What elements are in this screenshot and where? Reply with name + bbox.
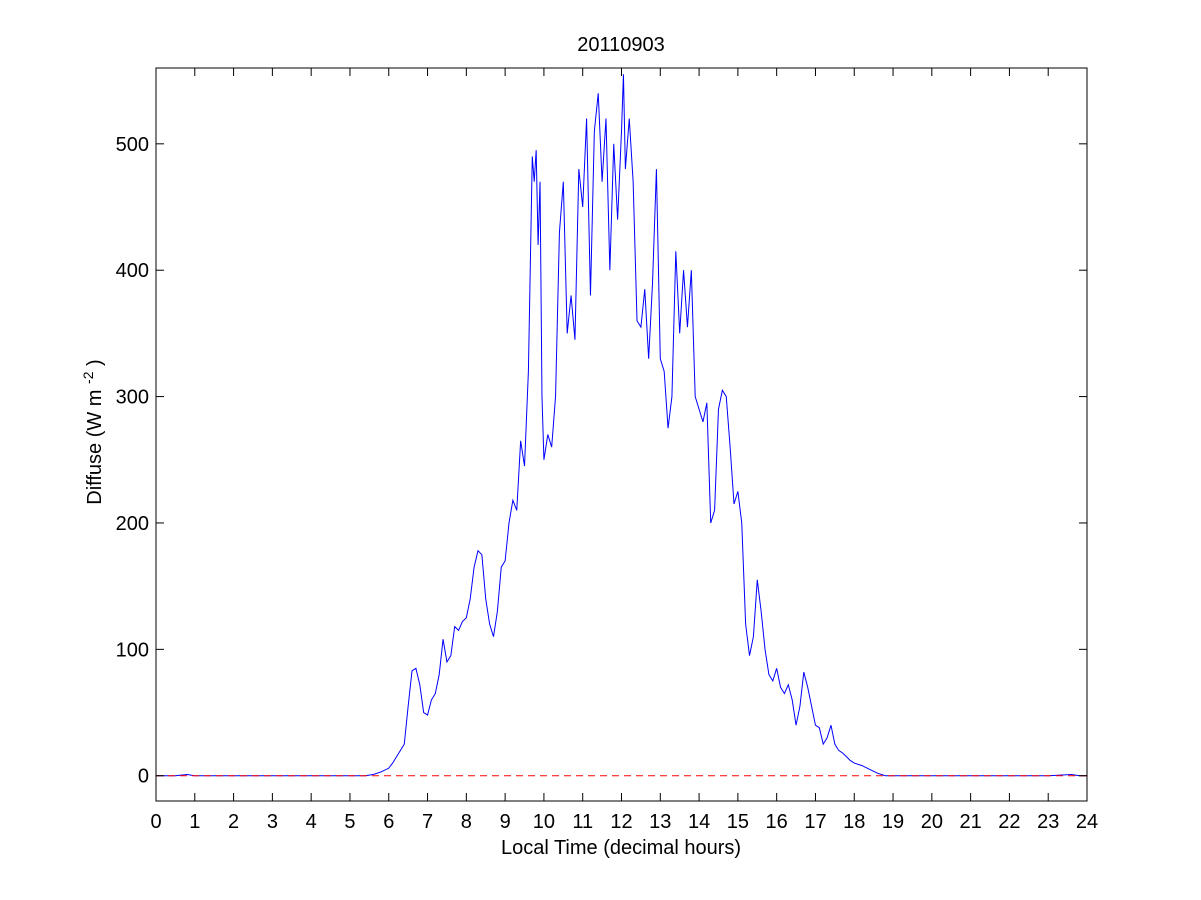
y-tick-label: 400 [116, 260, 149, 282]
x-tick-label: 7 [422, 811, 433, 833]
x-tick-label: 19 [882, 811, 904, 833]
tick-labels: 0 1 2 3 4 5 6 7 8 9 10 11 12 13 14 15 16 17 18 19 20 21 22 23 24… [116, 134, 1099, 833]
y-tick-label: 300 [116, 387, 149, 409]
chart-title: 20110903 [577, 34, 665, 56]
x-tick-label: 24 [1076, 811, 1098, 833]
plot-frame [155, 67, 1088, 802]
x-tick-label: 21 [960, 811, 982, 833]
x-axis-label: Local Time (decimal hours) [501, 837, 741, 859]
series-line-1 [156, 74, 1087, 777]
x-tick-label: 16 [766, 811, 788, 833]
y-tick-label: 200 [116, 513, 149, 535]
y-axis-label-prefix: Diffuse (W m [84, 390, 106, 505]
x-tick-label: 6 [383, 811, 394, 833]
x-tick-label: 0 [150, 811, 161, 833]
plot-content [156, 74, 1087, 777]
x-tick-label: 18 [843, 811, 865, 833]
x-tick-label: 9 [500, 811, 511, 833]
x-tick-label: 1 [189, 811, 200, 833]
x-tick-label: 14 [688, 811, 710, 833]
x-tick-label: 23 [1037, 811, 1059, 833]
x-tick-label: 12 [610, 811, 632, 833]
x-tick-label: 17 [804, 811, 826, 833]
x-tick-label: 5 [344, 811, 355, 833]
y-tick-label: 500 [116, 134, 149, 156]
x-tick-label: 22 [998, 811, 1020, 833]
x-tick-label: 20 [921, 811, 943, 833]
y-axis-label: Diffuse (W m -2 ) [80, 359, 106, 504]
x-tick-label: 15 [727, 811, 749, 833]
x-tick-label: 3 [267, 811, 278, 833]
x-tick-label: 10 [533, 811, 555, 833]
y-axis-label-superscript: -2 [80, 371, 96, 384]
x-tick-label: 8 [461, 811, 472, 833]
y-tick-label: 0 [138, 766, 149, 788]
y-axis-label-suffix: ) [84, 359, 106, 366]
x-tick-label: 4 [306, 811, 317, 833]
y-tick-label: 100 [116, 639, 149, 661]
axis-ticks [155, 68, 1088, 801]
x-tick-label: 13 [649, 811, 671, 833]
x-tick-label: 2 [228, 811, 239, 833]
x-tick-label: 11 [572, 811, 593, 833]
